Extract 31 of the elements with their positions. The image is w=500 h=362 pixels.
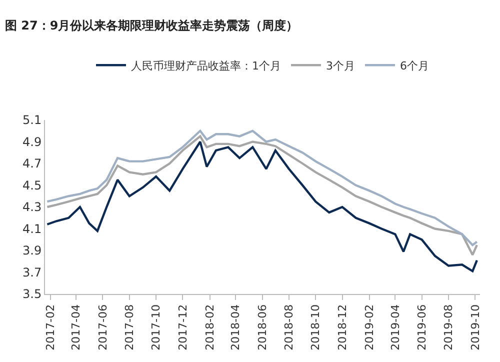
y-tick-label: 4.1 [22,222,42,236]
x-tick-label: 2017-12 [176,304,190,350]
x-tick-label: 2017-04 [70,304,83,350]
y-tick-label: 3.5 [22,287,42,302]
y-tick-label: 4.3 [22,200,42,214]
x-tick-label: 2018-02 [203,304,216,350]
y-tick-label: 4.9 [22,134,42,149]
legend-label: 6个月 [400,59,429,72]
legend-label: 人民币理财产品收益率：1个月 [131,59,281,72]
x-tick-label: 2018-12 [336,304,349,350]
x-tick-label: 2018-04 [229,304,242,350]
y-tick-label: 3.9 [22,244,42,258]
y-tick-label: 4.5 [22,178,42,192]
x-tick-label: 2019-04 [388,304,402,350]
x-tick-label: 2019-02 [362,304,376,350]
legend-label: 3个月 [326,59,355,72]
x-tick-label: 2017-10 [150,304,163,350]
y-tick-label: 4.7 [22,156,42,171]
line-series [46,140,478,272]
chart-title: 图 27：9月份以来各期限理财收益率走势震荡（周度） [5,18,298,33]
x-tick-label: 2017-02 [44,304,57,350]
x-tick-label: 2017-06 [96,304,110,350]
y-tick-label: 5.1 [22,113,42,128]
x-tick-label: 2019-08 [442,304,456,350]
x-tick-label: 2018-06 [256,304,269,350]
y-tick-label: 3.7 [22,265,42,280]
x-tick-label: 2019-06 [415,304,428,350]
x-tick-label: 2019-10 [468,304,482,350]
x-tick-label: 2018-08 [282,304,296,350]
x-tick-label: 2018-10 [309,304,322,350]
x-tick-label: 2017-08 [122,304,136,350]
